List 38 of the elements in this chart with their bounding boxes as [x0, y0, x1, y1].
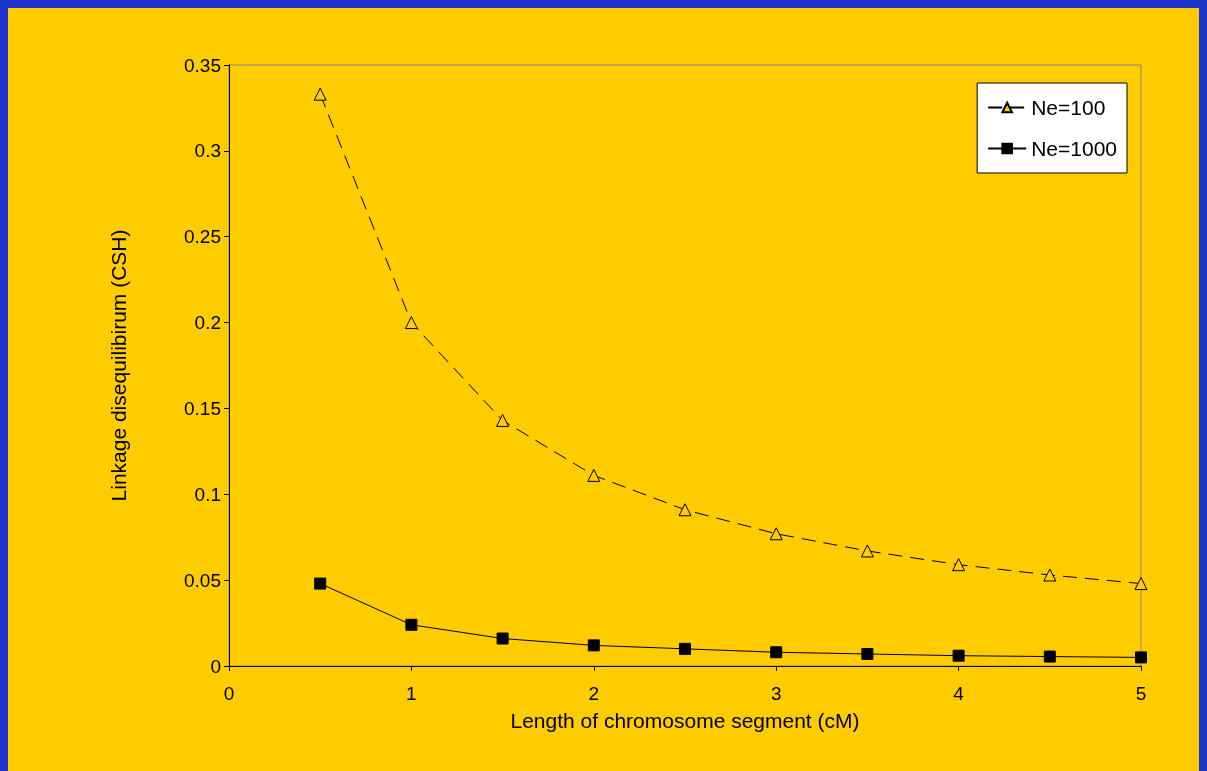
y-tick-label: 0.3 — [194, 140, 221, 162]
point — [679, 642, 691, 655]
y-tick-label: 0.35 — [184, 54, 221, 76]
point — [496, 413, 510, 427]
point — [314, 577, 327, 590]
point — [952, 558, 966, 572]
point — [1043, 568, 1057, 582]
point — [1043, 650, 1056, 663]
point — [952, 649, 965, 662]
point — [1135, 651, 1147, 664]
point — [587, 639, 600, 652]
x-tick-label: 4 — [953, 683, 965, 704]
y-tick-label: 0.1 — [194, 483, 221, 505]
x-tick-label: 3 — [770, 683, 782, 704]
y-tick-label: 0.15 — [184, 397, 221, 419]
y-axis-title: Linkage disequilibirum (CSH) — [107, 229, 130, 502]
point — [770, 646, 783, 659]
point — [861, 647, 874, 660]
point — [860, 544, 874, 558]
point — [769, 527, 783, 541]
point — [1134, 577, 1148, 591]
x-tick-label: 5 — [1135, 683, 1147, 704]
x-tick-label: 0 — [223, 683, 235, 704]
y-tick-label: 0.2 — [194, 312, 221, 334]
legend-label: Ne=1000 — [1031, 137, 1117, 160]
y-tick-label: 0.05 — [184, 569, 221, 591]
point — [313, 87, 327, 101]
point — [587, 468, 601, 482]
point — [678, 503, 692, 517]
point — [496, 632, 509, 645]
x-tick-label: 1 — [406, 683, 417, 704]
legend-label: Ne=100 — [1031, 96, 1106, 119]
point — [404, 316, 418, 330]
point — [405, 618, 418, 631]
y-tick-label: 0 — [210, 655, 221, 677]
x-tick-label: 2 — [588, 683, 600, 704]
y-tick-label: 0.25 — [184, 226, 221, 248]
x-axis-title: Length of chromosome segment (cM) — [510, 709, 860, 732]
